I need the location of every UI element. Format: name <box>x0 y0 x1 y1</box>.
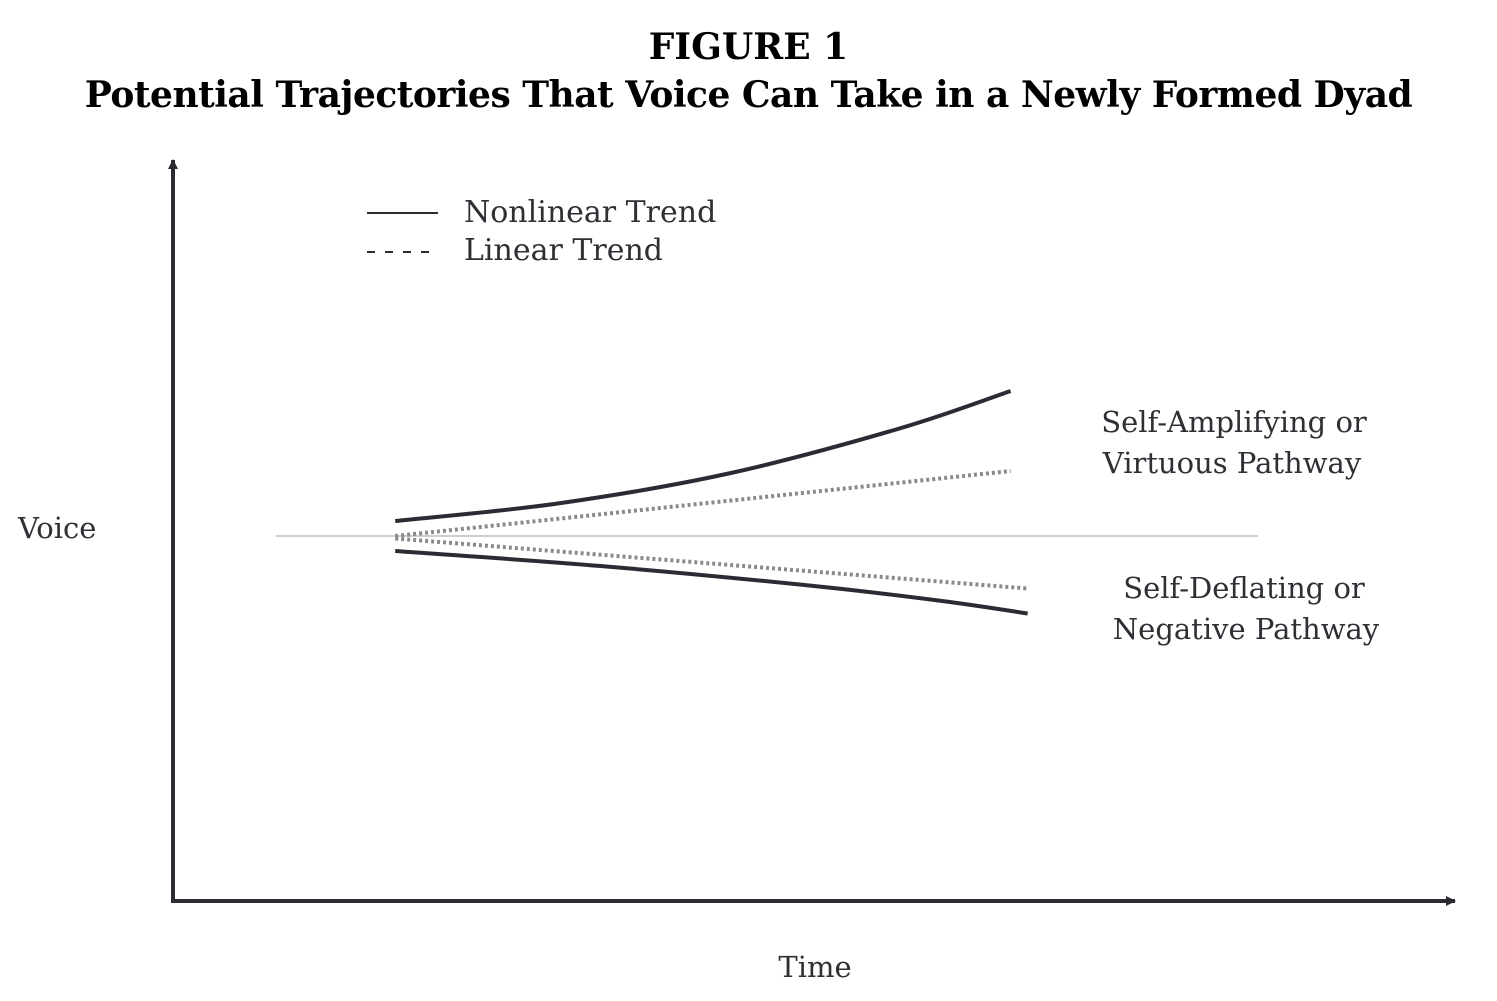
series-line-nonlinear-negative <box>395 549 1028 616</box>
series-line-nonlinear-virtuous <box>394 389 1012 523</box>
series-layer <box>394 389 1028 616</box>
annotation-negative: Self-Deflating or Negative Pathway <box>1113 571 1380 646</box>
annotation-virtuous-line2: Virtuous Pathway <box>1102 446 1362 480</box>
series-line-linear-negative <box>395 536 1028 591</box>
annotation-negative-line2: Negative Pathway <box>1113 612 1380 646</box>
legend-label-nonlinear: Nonlinear Trend <box>464 195 716 230</box>
annotation-negative-line1: Self-Deflating or <box>1123 571 1365 605</box>
annotation-virtuous: Self-Amplifying or Virtuous Pathway <box>1101 405 1367 480</box>
y-axis-label: Voice <box>17 511 96 545</box>
annotation-virtuous-line1: Self-Amplifying or <box>1101 405 1367 439</box>
figure-header: FIGURE 1 Potential Trajectories That Voi… <box>0 24 1497 120</box>
figure-number: FIGURE 1 <box>648 26 849 68</box>
legend-label-linear: Linear Trend <box>464 233 663 268</box>
figure-title: Potential Trajectories That Voice Can Ta… <box>84 74 1413 116</box>
series-line-linear-virtuous <box>395 469 1011 538</box>
x-axis-label: Time <box>778 950 851 984</box>
legend: Nonlinear Trend Linear Trend <box>367 195 716 268</box>
